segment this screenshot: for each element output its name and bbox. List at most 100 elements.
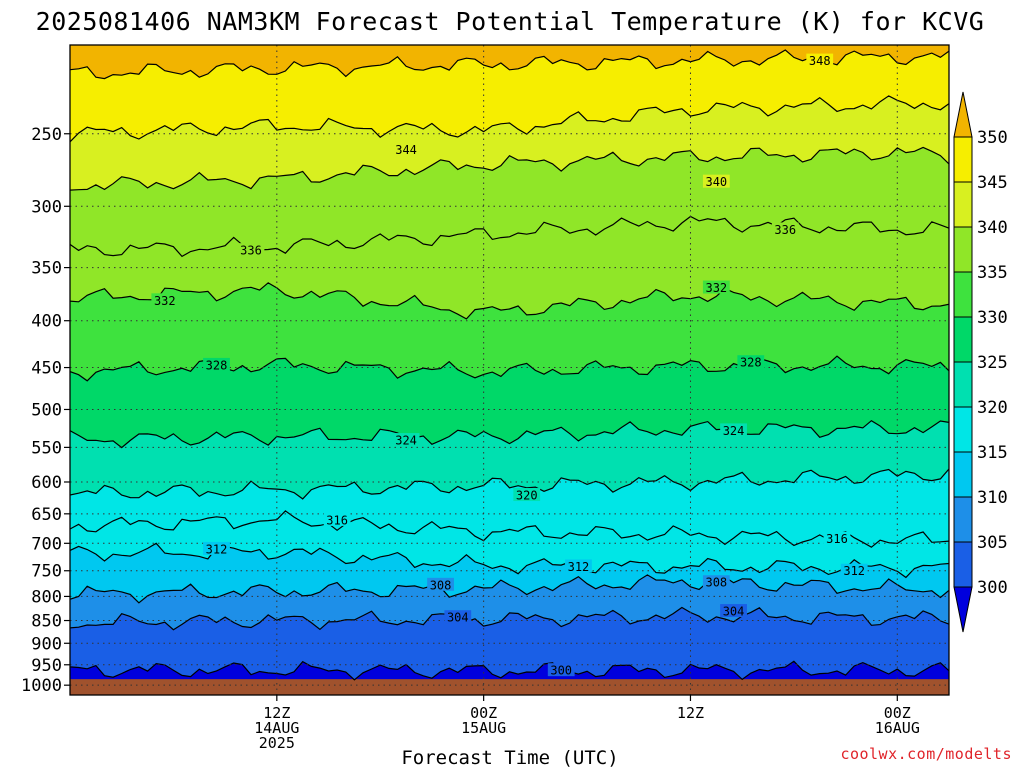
- contour-line-344: [70, 95, 949, 143]
- contour-label: 336: [237, 243, 265, 258]
- contour-label-text: 316: [326, 513, 348, 527]
- contour-label-bg: [203, 357, 230, 371]
- y-tick-label: 750: [31, 562, 62, 582]
- x-tick-label: 00Z: [470, 704, 497, 722]
- contour-label: 324: [720, 423, 747, 438]
- ground-surface: [70, 679, 949, 695]
- contour-label-text: 304: [447, 611, 469, 625]
- contour-label: 336: [771, 222, 799, 237]
- contour-label-bg: [737, 355, 765, 369]
- contour-label: 304: [720, 604, 747, 619]
- colorbar-bin: [953, 406, 973, 453]
- colorbar-bin: [953, 181, 973, 228]
- y-tick-label: 300: [31, 197, 62, 217]
- contour-label-text: 316: [826, 532, 848, 546]
- colorbar-bin: [953, 496, 973, 543]
- y-tick-label: 350: [31, 259, 62, 279]
- y-tick-label: 650: [31, 505, 62, 525]
- x-tick-label: 00Z: [884, 704, 911, 722]
- y-tick-label: 600: [31, 473, 62, 493]
- colorbar-tick-label: 310: [977, 488, 1008, 508]
- y-tick-label: 550: [31, 438, 62, 458]
- contour-label-text: 324: [395, 434, 417, 448]
- colorbar-bin: [953, 361, 973, 408]
- x-tick-label: 12Z: [263, 704, 290, 722]
- contour-label-bg: [996, 462, 1023, 475]
- contour-label-bg: [444, 610, 472, 624]
- x-tick-label: 2025: [259, 734, 295, 752]
- contour-label-text: 312: [206, 542, 228, 556]
- contour-label-text: 300: [550, 664, 572, 678]
- contour-label: 340: [702, 174, 730, 189]
- contour-label-bg: [702, 280, 730, 294]
- colorbar-tick-label: 305: [977, 533, 1008, 553]
- y-axis: 2503003504004505005506006507007508008509…: [21, 125, 70, 696]
- x-tick-label: 14AUG: [254, 719, 299, 737]
- colorbar-bin: [953, 451, 973, 498]
- colorbar-bin: [953, 316, 973, 363]
- contour-label-text: 336: [240, 244, 262, 258]
- colorbar-extend-bottom: [953, 586, 973, 633]
- contour-label-text: 304: [723, 605, 745, 619]
- contour-label-bg: [996, 663, 1023, 676]
- colorbar-bin: [953, 226, 973, 273]
- contour-line-312: [70, 542, 949, 579]
- contour-label: 316: [823, 531, 851, 546]
- contour-labels: 3483443443403363363323323323283283243243…: [151, 53, 1024, 678]
- contour-label-bg: [237, 243, 265, 257]
- contour-label-text: 336: [774, 223, 796, 237]
- contour-label: 300: [996, 663, 1023, 678]
- contour-label-bg: [720, 423, 747, 437]
- contour-lines: [70, 49, 949, 681]
- colorbar-extend-top: [953, 91, 973, 138]
- y-tick-label: 1000: [21, 676, 62, 696]
- chart-title: 2025081406 NAM3KM Forecast Potential Tem…: [36, 7, 985, 36]
- contour-label: 332: [702, 280, 730, 295]
- contour-label-text: 344: [981, 94, 1003, 108]
- contour-label-text: 308: [430, 578, 452, 592]
- contour-label-bg: [203, 541, 230, 555]
- contour-label: 308: [702, 575, 730, 590]
- gridlines: [70, 45, 949, 695]
- contour-label-bg: [806, 53, 834, 67]
- contour-label: 320: [996, 462, 1023, 477]
- credit-text: coolwx.com/modelts: [840, 745, 1012, 763]
- contour-label-bg: [565, 559, 592, 573]
- contour-label-text: 348: [809, 54, 831, 68]
- contour-label: 312: [840, 563, 868, 578]
- colorbar-tick-label: 325: [977, 353, 1008, 373]
- colorbar-bin: [953, 271, 973, 318]
- colorbar-tick-label: 335: [977, 263, 1008, 283]
- y-tick-label: 700: [31, 534, 62, 554]
- contour-line-300: [70, 660, 949, 681]
- contour-label-text: 340: [705, 175, 727, 189]
- contour-line-340: [70, 146, 949, 191]
- contour-label-bg: [702, 575, 730, 589]
- contour-label-text: 308: [1016, 584, 1024, 598]
- contour-label-text: 344: [395, 143, 417, 157]
- contour-label: 320: [513, 488, 541, 503]
- contour-line-336: [70, 215, 949, 258]
- y-tick-label: 900: [31, 634, 62, 654]
- contour-label: 328: [737, 355, 765, 370]
- contour-label-text: 300: [998, 664, 1020, 678]
- contour-label-bg: [323, 512, 351, 526]
- contour-label: 312: [203, 541, 230, 556]
- contour-label: 316: [323, 512, 351, 527]
- contour-label-bg: [1013, 583, 1024, 596]
- contour-label-text: 328: [206, 358, 228, 372]
- colorbar-tick-label: 350: [977, 128, 1008, 148]
- colorbar-tick-label: 300: [977, 578, 1008, 598]
- contour-label-text: 332: [705, 281, 727, 295]
- contour-label: 324: [392, 433, 420, 448]
- filled-contours: [70, 45, 949, 695]
- contour-label-bg: [771, 222, 799, 236]
- contour-label: 304: [444, 610, 472, 625]
- contour-line-332: [70, 282, 949, 320]
- plot-frame: [69, 44, 950, 696]
- contour-label: 348: [806, 53, 834, 68]
- contour-label-text: 312: [568, 560, 590, 574]
- contour-label-bg: [151, 293, 179, 307]
- contour-label-text: 320: [516, 489, 538, 503]
- contour-line-324: [70, 419, 949, 449]
